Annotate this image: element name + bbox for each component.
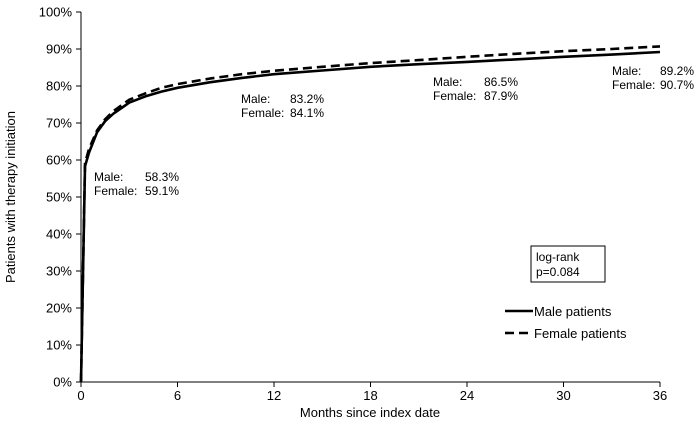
series-group bbox=[79, 45, 661, 383]
legend-label-female: Female patients bbox=[534, 326, 627, 341]
y-tick-label: 90% bbox=[46, 42, 72, 57]
x-ticks: 0 6 12 18 24 30 36 bbox=[77, 382, 667, 403]
y-ticks: 0% 10% 20% 30% 40% 50% 60% 70% 80% 90% 100% bbox=[39, 5, 81, 390]
x-tick-label: 18 bbox=[363, 388, 377, 403]
annotation-month-0: Male: 58.3% Female: 59.1% bbox=[94, 170, 179, 198]
y-tick-label: 20% bbox=[46, 301, 72, 316]
annotation-male-value: 58.3% bbox=[145, 170, 179, 184]
y-tick-label: 40% bbox=[46, 227, 72, 242]
annotation-male-value: 86.5% bbox=[484, 75, 518, 89]
legend: Male patients Female patients bbox=[505, 304, 627, 341]
x-axis-title: Months since index date bbox=[300, 405, 440, 420]
annotation-female-value: 84.1% bbox=[290, 106, 324, 120]
y-tick-label: 50% bbox=[46, 190, 72, 205]
annotation-female-value: 87.9% bbox=[484, 89, 518, 103]
y-tick-label: 10% bbox=[46, 338, 72, 353]
annotation-female-value: 59.1% bbox=[145, 184, 179, 198]
annotation-female-value: 90.7% bbox=[660, 78, 694, 92]
annotation-male-label: Male: bbox=[433, 75, 462, 89]
annotation-month-12: Male: 83.2% Female: 84.1% bbox=[241, 92, 324, 120]
logrank-pvalue: p=0.084 bbox=[536, 265, 580, 279]
annotation-male-label: Male: bbox=[241, 92, 270, 106]
x-tick-label: 24 bbox=[460, 388, 474, 403]
x-tick-label: 6 bbox=[174, 388, 181, 403]
logrank-label: log-rank bbox=[536, 250, 580, 264]
x-tick-label: 12 bbox=[267, 388, 281, 403]
x-tick-label: 36 bbox=[653, 388, 667, 403]
y-tick-label: 0% bbox=[53, 375, 72, 390]
x-tick-label: 0 bbox=[77, 388, 84, 403]
annotation-female-label: Female: bbox=[612, 78, 655, 92]
annotation-male-label: Male: bbox=[94, 170, 123, 184]
annotation-male-label: Male: bbox=[612, 64, 641, 78]
annotation-male-value: 89.2% bbox=[660, 64, 694, 78]
series-line-female bbox=[79, 45, 661, 383]
y-tick-label: 100% bbox=[39, 5, 73, 20]
annotation-month-36: Male: 89.2% Female: 90.7% bbox=[612, 64, 694, 92]
logrank-box: log-rank p=0.084 bbox=[530, 245, 606, 283]
x-tick-label: 30 bbox=[556, 388, 570, 403]
annotations: Male: 58.3% Female: 59.1% Male: 83.2% Fe… bbox=[94, 64, 694, 198]
annotation-female-label: Female: bbox=[94, 184, 137, 198]
annotation-month-24: Male: 86.5% Female: 87.9% bbox=[433, 75, 518, 103]
annotation-male-value: 83.2% bbox=[290, 92, 324, 106]
y-tick-label: 30% bbox=[46, 264, 72, 279]
y-tick-label: 80% bbox=[46, 79, 72, 94]
y-tick-label: 60% bbox=[46, 153, 72, 168]
legend-label-male: Male patients bbox=[534, 304, 612, 319]
y-tick-label: 70% bbox=[46, 116, 72, 131]
annotation-female-label: Female: bbox=[433, 89, 476, 103]
logrank-box-border bbox=[530, 245, 606, 283]
y-axis-title: Patients with therapy initiation bbox=[3, 111, 18, 283]
annotation-female-label: Female: bbox=[241, 106, 284, 120]
